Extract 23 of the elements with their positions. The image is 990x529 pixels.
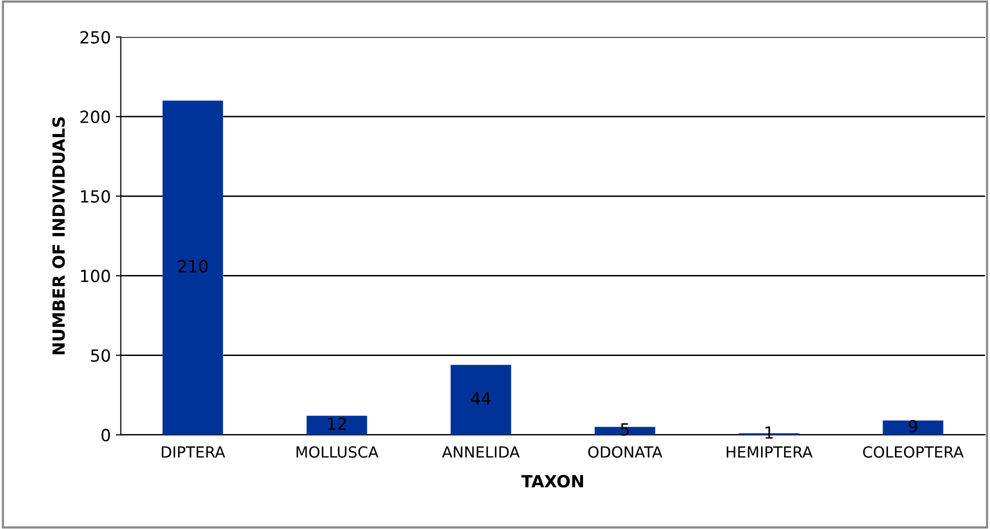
y-tick-label: 150 <box>81 190 110 203</box>
x-tick-label: HEMIPTERA <box>726 446 813 458</box>
data-label: 5 <box>620 423 629 436</box>
data-label: 12 <box>328 418 346 430</box>
y-tick-label: 200 <box>80 110 110 124</box>
y-tick-label: 50 <box>91 349 110 362</box>
x-tick-label: ODONATA <box>588 446 662 458</box>
bar <box>882 420 944 435</box>
data-label: 44 <box>471 392 491 404</box>
bar <box>450 364 512 435</box>
y-tick-label: 100 <box>81 270 110 282</box>
data-label: 210 <box>178 260 208 273</box>
y-tick-label: 0 <box>102 428 110 442</box>
y-tick-label: 250 <box>80 30 110 44</box>
y-axis-title: NUMBER OF INDIVIDUALS <box>52 117 65 354</box>
x-tick-label: COLEOPTERA <box>863 446 964 458</box>
bar <box>306 416 368 435</box>
x-tick-label: DIPTERA <box>162 446 226 458</box>
x-axis-title: TAXON <box>521 474 584 488</box>
x-tick-label: ANNELIDA <box>442 446 520 458</box>
x-tick-label: MOLLUSCA <box>296 446 378 458</box>
data-label: 9 <box>908 420 918 433</box>
bar <box>162 100 224 435</box>
